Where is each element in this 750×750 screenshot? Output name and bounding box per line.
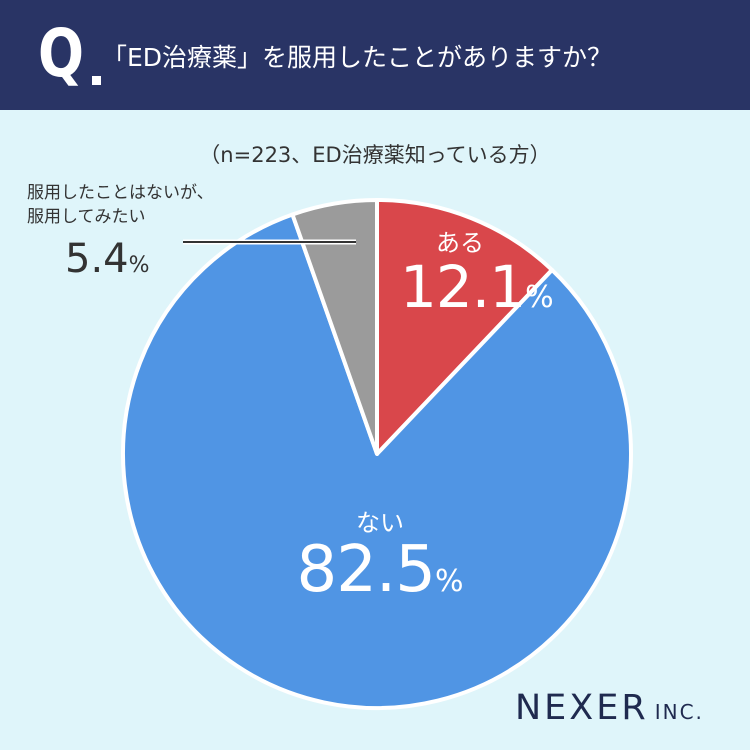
- label-line-1: 服用したことはないが、: [27, 183, 214, 203]
- question-text: 「ED治療薬」を服用したことがありますか？: [102, 43, 613, 72]
- header-banner: Q 「ED治療薬」を服用したことがありますか？: [0, 0, 750, 110]
- label-line-2: 服用してみたい: [27, 207, 146, 227]
- pie-slice-want-to-try: [290, 198, 379, 456]
- pie-slice-aru: [375, 198, 555, 456]
- q-mark: Q: [38, 15, 85, 92]
- slice-value: 82.5%: [296, 533, 464, 607]
- slice-label-want-to-try: 服用したことはないが、 服用してみたい 5.4%: [27, 181, 214, 279]
- slice-value: 5.4%: [65, 236, 150, 282]
- pie-slice-nai: [121, 212, 633, 710]
- slice-name: ある: [436, 229, 484, 257]
- slice-label-nai: ない 82.5%: [280, 508, 480, 602]
- slice-value: 12.1%: [400, 253, 554, 321]
- slice-name: ない: [356, 509, 404, 537]
- slice-label-aru: ある 12.1%: [400, 228, 554, 321]
- company-logo: NEXER INC.: [515, 688, 704, 728]
- q-dot: [92, 76, 101, 85]
- sample-note: （n=223、ED治療薬知っている方）: [199, 143, 551, 167]
